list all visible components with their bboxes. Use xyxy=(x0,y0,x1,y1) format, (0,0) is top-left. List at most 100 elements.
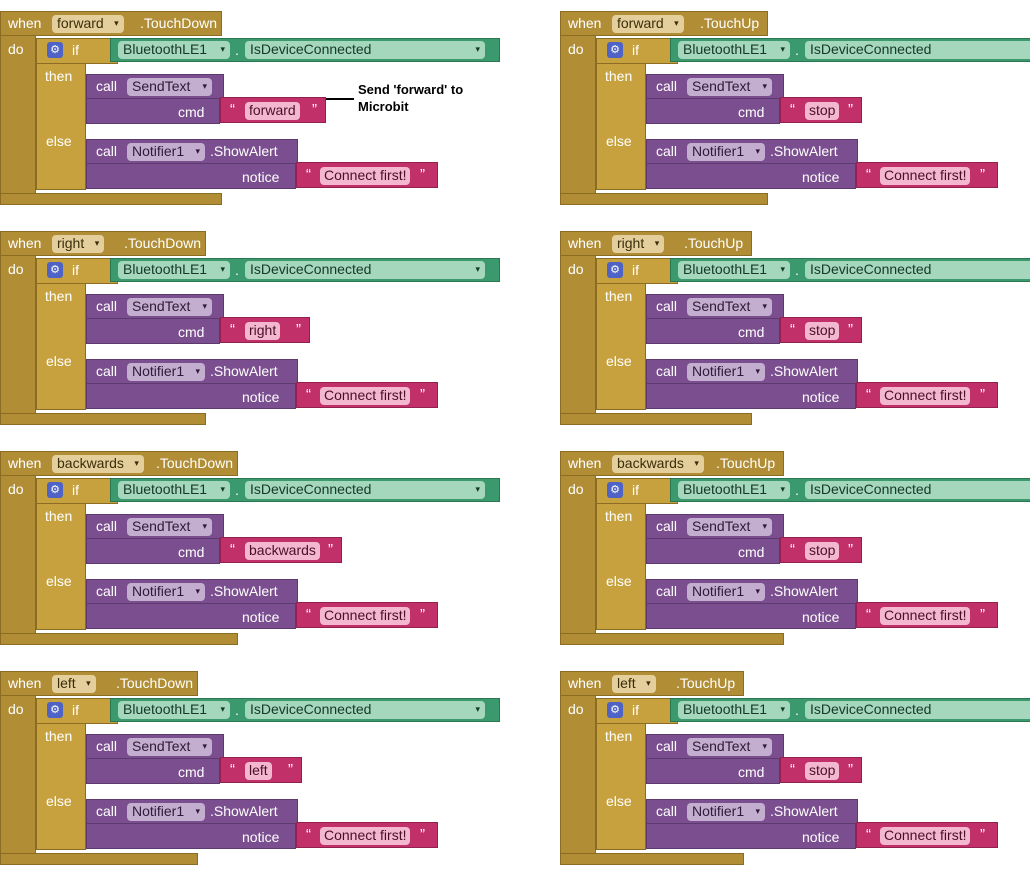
gear-icon[interactable]: ⚙ xyxy=(607,262,623,278)
notifier-dropdown[interactable]: Notifier1 ▾ xyxy=(687,363,765,381)
send-text-call-body[interactable] xyxy=(646,538,780,564)
send-text-dropdown[interactable]: SendText ▾ xyxy=(127,518,212,536)
notice-string-value[interactable]: Connect first! xyxy=(320,387,411,405)
cmd-string-value[interactable]: right xyxy=(245,322,281,340)
bluetooth-dropdown[interactable]: BluetoothLE1 ▾ xyxy=(678,701,790,719)
notifier-dropdown[interactable]: Notifier1 ▾ xyxy=(127,143,205,161)
show-alert-call-body[interactable] xyxy=(646,383,856,409)
gear-icon[interactable]: ⚙ xyxy=(47,262,63,278)
property-dropdown[interactable]: IsDeviceConnected▾ xyxy=(245,481,485,499)
cmd-string-value[interactable]: stop xyxy=(805,762,840,780)
show-alert-call-body[interactable] xyxy=(86,823,296,849)
send-text-dropdown[interactable]: SendText ▾ xyxy=(687,738,772,756)
cmd-string-value[interactable]: stop xyxy=(805,542,840,560)
event-block-forward-touchup[interactable]: when forward ▾ .TouchUp do ⚙ if then else Bluetoo… xyxy=(560,11,1030,221)
property-dropdown[interactable]: IsDeviceConnected▾ xyxy=(805,261,1030,279)
show-alert-call-body[interactable] xyxy=(646,603,856,629)
event-header[interactable] xyxy=(0,671,198,696)
show-alert-call-body[interactable] xyxy=(646,823,856,849)
bluetooth-dropdown[interactable]: BluetoothLE1 ▾ xyxy=(678,41,790,59)
gear-icon[interactable]: ⚙ xyxy=(47,482,63,498)
show-alert-call-body[interactable] xyxy=(86,603,296,629)
notifier-dropdown[interactable]: Notifier1 ▾ xyxy=(127,363,205,381)
show-alert-call-body[interactable] xyxy=(646,163,856,189)
notice-string-value[interactable]: Connect first! xyxy=(880,607,971,625)
cmd-string-value[interactable]: left xyxy=(245,762,272,780)
cmd-string-value[interactable]: forward xyxy=(245,102,300,120)
event-block-left-touchup[interactable]: when left ▾ .TouchUp do ⚙ if then else BluetoothL… xyxy=(560,671,1030,881)
send-text-call-body[interactable] xyxy=(646,318,780,344)
property-dropdown[interactable]: IsDeviceConnected▾ xyxy=(245,41,485,59)
send-text-dropdown[interactable]: SendText ▾ xyxy=(687,298,772,316)
gear-icon[interactable]: ⚙ xyxy=(607,42,623,58)
bluetooth-dropdown[interactable]: BluetoothLE1 ▾ xyxy=(118,701,230,719)
component-dropdown[interactable]: left ▾ xyxy=(612,675,656,693)
send-text-call-body[interactable] xyxy=(86,758,220,784)
show-alert-call-body[interactable] xyxy=(86,163,296,189)
component-dropdown[interactable]: forward ▾ xyxy=(612,15,684,33)
component-dropdown[interactable]: backwards ▾ xyxy=(612,455,704,473)
component-dropdown[interactable]: right ▾ xyxy=(52,235,105,253)
send-text-dropdown[interactable]: SendText ▾ xyxy=(127,738,212,756)
bluetooth-dropdown[interactable]: BluetoothLE1 ▾ xyxy=(678,261,790,279)
event-spine xyxy=(560,35,596,195)
property-dropdown[interactable]: IsDeviceConnected▾ xyxy=(245,261,485,279)
notice-label: notice xyxy=(242,829,280,845)
property-dropdown[interactable]: IsDeviceConnected▾ xyxy=(805,481,1030,499)
send-text-call-body[interactable] xyxy=(86,318,220,344)
send-text-dropdown[interactable]: SendText ▾ xyxy=(687,518,772,536)
notifier-dropdown[interactable]: Notifier1 ▾ xyxy=(687,583,765,601)
event-spine xyxy=(560,695,596,855)
event-block-forward-touchdown[interactable]: when forward ▾ .TouchDown do ⚙ if then else Bluet… xyxy=(0,11,500,221)
property-dropdown[interactable]: IsDeviceConnected▾ xyxy=(805,41,1030,59)
property-dropdown[interactable]: IsDeviceConnected▾ xyxy=(805,701,1030,719)
notice-string-value[interactable]: Connect first! xyxy=(320,607,411,625)
bluetooth-dropdown[interactable]: BluetoothLE1 ▾ xyxy=(118,481,230,499)
notifier-dropdown[interactable]: Notifier1 ▾ xyxy=(127,583,205,601)
then-label: then xyxy=(605,288,633,304)
component-dropdown[interactable]: left ▾ xyxy=(52,675,96,693)
cmd-string-value[interactable]: stop xyxy=(805,322,840,340)
notifier-dropdown[interactable]: Notifier1 ▾ xyxy=(127,803,205,821)
send-text-call-body[interactable] xyxy=(646,758,780,784)
component-dropdown[interactable]: forward ▾ xyxy=(52,15,124,33)
send-text-call-body[interactable] xyxy=(86,538,220,564)
notice-string-value[interactable]: Connect first! xyxy=(880,827,971,845)
show-alert-call-body[interactable] xyxy=(86,383,296,409)
send-text-call-body[interactable] xyxy=(86,98,220,124)
property-dropdown[interactable]: IsDeviceConnected▾ xyxy=(245,701,485,719)
notice-string-value[interactable]: Connect first! xyxy=(880,167,971,185)
event-block-right-touchdown[interactable]: when right ▾ .TouchDown do ⚙ if then else Bluetoo… xyxy=(0,231,500,441)
notice-string-value[interactable]: Connect first! xyxy=(320,167,411,185)
cmd-string-value[interactable]: stop xyxy=(805,102,840,120)
cmd-string-value[interactable]: backwards xyxy=(245,542,320,560)
cmd-label: cmd xyxy=(178,544,205,560)
when-label: when xyxy=(8,675,42,691)
send-text-dropdown[interactable]: SendText ▾ xyxy=(127,78,212,96)
property-dropdown-label: IsDeviceConnected xyxy=(250,481,372,497)
event-block-backwards-touchup[interactable]: when backwards ▾ .TouchUp do ⚙ if then else Bluet… xyxy=(560,451,1030,661)
bluetooth-dropdown[interactable]: BluetoothLE1 ▾ xyxy=(118,41,230,59)
annotation-line-2: Microbit xyxy=(358,99,409,114)
gear-icon[interactable]: ⚙ xyxy=(47,42,63,58)
send-text-dropdown[interactable]: SendText ▾ xyxy=(127,298,212,316)
gear-icon[interactable]: ⚙ xyxy=(607,482,623,498)
event-block-backwards-touchdown[interactable]: when backwards ▾ .TouchDown do ⚙ if then else Blu… xyxy=(0,451,500,661)
bluetooth-dropdown[interactable]: BluetoothLE1 ▾ xyxy=(678,481,790,499)
bluetooth-dropdown[interactable]: BluetoothLE1 ▾ xyxy=(118,261,230,279)
gear-icon[interactable]: ⚙ xyxy=(47,702,63,718)
event-block-right-touchup[interactable]: when right ▾ .TouchUp do ⚙ if then else Bluetooth… xyxy=(560,231,1030,441)
open-quote-icon: “ xyxy=(866,386,871,403)
component-dropdown[interactable]: right ▾ xyxy=(612,235,665,253)
component-dropdown[interactable]: backwards ▾ xyxy=(52,455,144,473)
send-text-call-body[interactable] xyxy=(646,98,780,124)
send-text-dropdown[interactable]: SendText ▾ xyxy=(687,78,772,96)
notifier-dropdown[interactable]: Notifier1 ▾ xyxy=(687,803,765,821)
notice-string-value[interactable]: Connect first! xyxy=(320,827,411,845)
show-alert-label: .ShowAlert xyxy=(770,803,838,819)
notifier-dropdown[interactable]: Notifier1 ▾ xyxy=(687,143,765,161)
component-dropdown-label: backwards xyxy=(617,455,684,471)
gear-icon[interactable]: ⚙ xyxy=(607,702,623,718)
notice-string-value[interactable]: Connect first! xyxy=(880,387,971,405)
event-block-left-touchdown[interactable]: when left ▾ .TouchDown do ⚙ if then else Bluetoot… xyxy=(0,671,500,881)
